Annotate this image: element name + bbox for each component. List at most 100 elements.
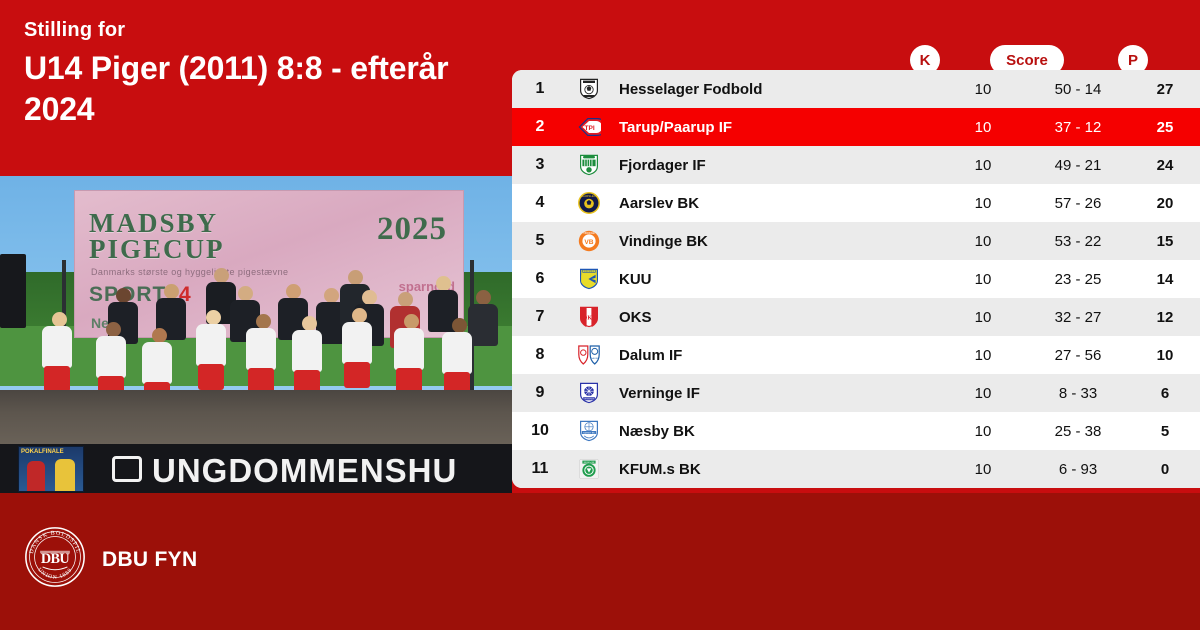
svg-text:DALUM: DALUM xyxy=(591,357,599,360)
row-points: 12 xyxy=(1156,308,1174,326)
organisation-name: DBU FYN xyxy=(102,548,198,571)
svg-text:VERNINGE: VERNINGE xyxy=(583,399,595,401)
row-points: 24 xyxy=(1156,156,1174,174)
table-row[interactable]: 2 TPI Tarup/Paarup IF 10 37 - 12 25 xyxy=(512,108,1200,146)
svg-text:TPI: TPI xyxy=(584,125,594,132)
row-rank: 4 xyxy=(535,194,545,211)
stage-skirt-text: UNGDOMMENSHU xyxy=(152,452,458,489)
banner-title-line2: PIGECUP xyxy=(89,233,225,264)
oks-logo: OKS xyxy=(568,305,610,329)
svg-text:VB: VB xyxy=(584,239,593,246)
banner-subtitle: Danmarks største og hyggeligste pigestæv… xyxy=(91,267,289,277)
row-points: 6 xyxy=(1160,384,1170,402)
row-team-name[interactable]: Vindinge BK xyxy=(619,232,708,250)
row-team-name[interactable]: Næsby BK xyxy=(619,422,695,440)
row-goal-score: 25 - 38 xyxy=(1054,422,1102,440)
row-points: 10 xyxy=(1156,346,1174,364)
table-row[interactable]: 5 VB VINDINGE Vindinge BK 10 53 - 22 15 xyxy=(512,222,1200,260)
row-rank: 9 xyxy=(535,384,545,401)
row-goal-score: 57 - 26 xyxy=(1054,194,1102,212)
page-title: U14 Piger (2011) 8:8 - efterår 2024 xyxy=(24,50,449,127)
poster-label: POKALFINALE xyxy=(21,449,64,455)
banner-title: MADSBY PIGECUP xyxy=(89,210,225,264)
row-rank: 7 xyxy=(535,308,545,325)
row-matches-played: 10 xyxy=(974,80,992,98)
row-goal-score: 8 - 33 xyxy=(1058,384,1098,402)
table-row[interactable]: 11 KFUM.s BK KFUM.s BK 10 6 - 93 0 xyxy=(512,450,1200,488)
svg-text:KFUM.s BK: KFUM.s BK xyxy=(584,462,595,464)
kuu-logo: KUU BOLD xyxy=(568,267,610,291)
row-rank: 5 xyxy=(535,232,545,249)
row-team-name[interactable]: KUU xyxy=(619,270,652,288)
row-rank: 3 xyxy=(535,156,545,173)
dbu-logo-icon: DANSK BOLDSPIL UNION 1889 DBU xyxy=(24,526,86,588)
row-matches-played: 10 xyxy=(974,422,992,440)
row-team-name[interactable]: OKS xyxy=(619,308,652,326)
table-row[interactable]: 9 VERNINGE Verninge IF 10 8 - 33 6 xyxy=(512,374,1200,412)
row-goal-score: 6 - 93 xyxy=(1058,460,1098,478)
svg-text:DBU: DBU xyxy=(41,551,70,567)
svg-text:KUU BOLD: KUU BOLD xyxy=(584,271,595,273)
row-goal-score: 53 - 22 xyxy=(1054,232,1102,250)
vindinge-bk-logo: VB VINDINGE xyxy=(568,229,610,253)
hesselager-fodbold-logo xyxy=(568,77,610,101)
svg-text:OKS: OKS xyxy=(583,315,596,321)
row-goal-score: 37 - 12 xyxy=(1054,118,1102,136)
row-team-name[interactable]: Tarup/Paarup IF xyxy=(619,118,733,136)
row-points: 27 xyxy=(1156,80,1174,98)
row-rank: 2 xyxy=(535,118,545,135)
standings-table: 1 Hesselager Fodbold 10 50 - 14 27 2 TPI Taru… xyxy=(512,70,1200,488)
banner-year: 2025 xyxy=(377,211,447,247)
row-matches-played: 10 xyxy=(974,156,992,174)
aarslev-bk-logo: AARSLEV xyxy=(568,191,610,215)
dalum-if-logo: DALUM xyxy=(568,343,610,367)
table-row[interactable]: 6 KUU BOLD KUU 10 23 - 25 14 xyxy=(512,260,1200,298)
header-kicker: Stilling for xyxy=(24,19,126,41)
table-row[interactable]: 10 NÆSBY BK Næsby BK 10 25 - 38 5 xyxy=(512,412,1200,450)
row-goal-score: 50 - 14 xyxy=(1054,80,1102,98)
row-points: 14 xyxy=(1156,270,1174,288)
row-goal-score: 27 - 56 xyxy=(1054,346,1102,364)
photo-stage-floor xyxy=(0,390,512,448)
photo-stage-skirt: POKALFINALE UNGDOMMENSHU xyxy=(0,444,512,493)
row-rank: 6 xyxy=(535,270,545,287)
verninge-if-logo: VERNINGE xyxy=(568,381,610,405)
photo-speaker xyxy=(0,254,26,328)
tarup-paarup-if-logo: TPI xyxy=(568,115,610,139)
row-matches-played: 10 xyxy=(974,460,992,478)
row-points: 0 xyxy=(1160,460,1170,478)
row-goal-score: 23 - 25 xyxy=(1054,270,1102,288)
row-team-name[interactable]: KFUM.s BK xyxy=(619,460,701,478)
row-matches-played: 10 xyxy=(974,308,992,326)
row-matches-played: 10 xyxy=(974,270,992,288)
row-goal-score: 32 - 27 xyxy=(1054,308,1102,326)
header: Stilling for U14 Piger (2011) 8:8 - efte… xyxy=(24,18,494,130)
row-team-name[interactable]: Verninge IF xyxy=(619,384,700,402)
row-team-name[interactable]: Aarslev BK xyxy=(619,194,700,212)
table-row[interactable]: 7 OKS OKS 10 32 - 27 12 xyxy=(512,298,1200,336)
row-team-name[interactable]: Hesselager Fodbold xyxy=(619,80,763,98)
row-matches-played: 10 xyxy=(974,194,992,212)
row-team-name[interactable]: Dalum IF xyxy=(619,346,683,364)
row-rank: 10 xyxy=(531,422,549,439)
table-row[interactable]: 3 Fjordager IF 10 49 - 21 24 xyxy=(512,146,1200,184)
row-rank: 11 xyxy=(531,460,549,477)
table-row[interactable]: 1 Hesselager Fodbold 10 50 - 14 27 xyxy=(512,70,1200,108)
row-team-name[interactable]: Fjordager IF xyxy=(619,156,706,174)
kfums-bk-logo: KFUM.s BK xyxy=(568,457,610,481)
team-photo: MADSBY PIGECUP 2025 Danmarks største og … xyxy=(0,176,512,493)
table-row[interactable]: 8 DALUM Dalum IF 10 27 - 56 10 xyxy=(512,336,1200,374)
row-matches-played: 10 xyxy=(974,118,992,136)
row-points: 25 xyxy=(1156,118,1174,136)
svg-text:VINDINGE: VINDINGE xyxy=(583,232,595,235)
row-points: 15 xyxy=(1156,232,1174,250)
fjordager-if-logo xyxy=(568,153,610,177)
row-points: 5 xyxy=(1160,422,1170,440)
sponsor-mark-icon xyxy=(112,456,142,482)
table-row[interactable]: 4 AARSLEV Aarslev BK 10 57 - 26 20 xyxy=(512,184,1200,222)
svg-text:NÆSBY BK: NÆSBY BK xyxy=(583,432,595,434)
row-matches-played: 10 xyxy=(974,232,992,250)
row-rank: 1 xyxy=(535,80,545,97)
footer: DANSK BOLDSPIL UNION 1889 DBU DBU FYN xyxy=(0,493,1200,630)
